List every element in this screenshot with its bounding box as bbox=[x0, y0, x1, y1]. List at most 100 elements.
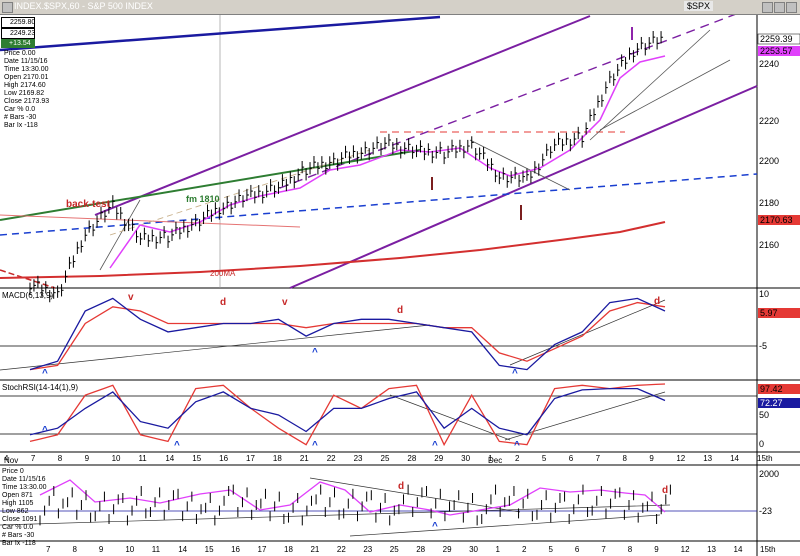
x-tick-label: 14 bbox=[165, 454, 174, 463]
info-line: High 2174.60 bbox=[4, 82, 46, 89]
stoch-tag: 72.27 bbox=[760, 398, 783, 408]
breadth-tag: -23 bbox=[759, 506, 772, 516]
close-icon[interactable] bbox=[786, 2, 797, 13]
breadth-ma bbox=[39, 479, 666, 516]
y-tick-label: -5 bbox=[759, 341, 767, 351]
info-line: Bar Ix -118 bbox=[2, 540, 36, 547]
y-tick-label: 2000 bbox=[759, 469, 779, 479]
info-line: Open 871 bbox=[2, 492, 33, 499]
info-line: High 1105 bbox=[2, 500, 34, 507]
x-tick-label: 7 bbox=[596, 454, 601, 463]
price-y-axis: 2240 2220 2200 2180 2160 bbox=[759, 59, 779, 250]
price-tag-box bbox=[758, 46, 800, 56]
x-tick-label: 7 bbox=[46, 545, 51, 554]
macd-annotation-d: d bbox=[397, 305, 403, 316]
fan-line bbox=[99, 199, 141, 271]
window-title: INDEX.$SPX,60 - S&P 500 INDEX bbox=[14, 1, 153, 11]
ma200-line bbox=[0, 221, 666, 279]
x-axis-lower: 7 8 9 10 11 14 15 16 17 18 21 22 23 25 28 29 30 1 2 5 6 7 8 9 12… bbox=[46, 545, 776, 554]
channel-upper bbox=[94, 15, 591, 216]
x-tick-label: 9 bbox=[99, 545, 104, 554]
breadth-trendline bbox=[309, 477, 521, 513]
channel-mid-dashed bbox=[279, 5, 758, 189]
x-tick-label: 17 bbox=[258, 545, 267, 554]
info-line: Date 11/15/16 bbox=[2, 476, 46, 483]
info-line: Car % 0.0 bbox=[4, 106, 36, 113]
price-tag-last: 2259.39 bbox=[760, 34, 793, 44]
x-tick-label: 8 bbox=[58, 454, 63, 463]
x-tick-label: 6 bbox=[575, 545, 580, 554]
y-tick-label: 50 bbox=[759, 410, 769, 420]
y-tick-label: 2220 bbox=[759, 116, 779, 126]
stoch-trendline bbox=[504, 391, 666, 441]
x-tick-label: 18 bbox=[284, 545, 293, 554]
macd-signal-line bbox=[29, 301, 666, 371]
macd-trendline bbox=[0, 324, 431, 371]
info-line: Open 2170.01 bbox=[4, 74, 49, 81]
maximize-icon[interactable] bbox=[774, 2, 785, 13]
x-tick-label: 29 bbox=[443, 545, 452, 554]
x-tick-label: 14 bbox=[734, 545, 743, 554]
stoch-tag: 97.42 bbox=[760, 384, 783, 394]
y-tick-label: 2180 bbox=[759, 198, 779, 208]
x-tick-label: 13 bbox=[703, 454, 712, 463]
y-tick-label: 10 bbox=[759, 289, 769, 299]
x-tick-label: 15 bbox=[192, 454, 201, 463]
breadth-info-panel: Price 0 Date 11/15/16 Time 13:30.00 Open… bbox=[2, 468, 47, 548]
x-tick-label: 4 bbox=[4, 454, 9, 463]
x-tick-label: 12 bbox=[681, 545, 690, 554]
x-tick-label: 22 bbox=[337, 545, 346, 554]
x-tick-label: 7 bbox=[601, 545, 606, 554]
x-tick-label: 30 bbox=[461, 454, 470, 463]
stoch-title: StochRSI(14-14(1),9) bbox=[2, 383, 78, 392]
channel-lower bbox=[289, 85, 758, 289]
x-tick-label: 1 bbox=[488, 454, 493, 463]
x-tick-label: 11 bbox=[152, 545, 161, 554]
stoch-trendline bbox=[389, 394, 511, 441]
annotation-fm1810: fm 1810 bbox=[186, 194, 220, 204]
x-tick-label: 5 bbox=[542, 454, 547, 463]
trend-lines bbox=[0, 5, 758, 289]
y-tick-label: 0 bbox=[759, 439, 764, 449]
short-ma bbox=[109, 55, 666, 269]
x-tick-label: 2 bbox=[522, 545, 527, 554]
price-tag-ma: 2253.57 bbox=[760, 46, 793, 56]
x-tick-label: 10 bbox=[112, 454, 121, 463]
y-tick-label: 2240 bbox=[759, 59, 779, 69]
blue-trendline bbox=[0, 15, 441, 52]
red-thin-line bbox=[0, 214, 301, 228]
x-tick-label: 2 bbox=[515, 454, 520, 463]
price-tag-box bbox=[757, 33, 800, 45]
info-line: Time 13:30.00 bbox=[4, 66, 49, 73]
x-tick-label: 6 bbox=[569, 454, 574, 463]
x-tick-label: 8 bbox=[628, 545, 633, 554]
macd-up-arrow: ^ bbox=[312, 347, 318, 358]
symbol-field[interactable]: $SPX bbox=[684, 1, 714, 11]
x-tick-label: 15th bbox=[757, 454, 773, 463]
x-tick-label: 15 bbox=[205, 545, 214, 554]
x-tick-label: 14 bbox=[178, 545, 187, 554]
x-tick-label: 8 bbox=[623, 454, 628, 463]
x-tick-label: 16 bbox=[231, 545, 240, 554]
minimize-icon[interactable] bbox=[762, 2, 773, 13]
badge-stack: 2259.80 2249.23 +13.54 bbox=[1, 17, 35, 51]
price-info-panel: Price 0.00 Date 11/15/16 Time 13:30.00 O… bbox=[4, 50, 49, 130]
x-tick-label: 11 bbox=[138, 454, 147, 463]
badge-change: +13.54 bbox=[1, 39, 35, 48]
x-tick-label: 25 bbox=[381, 454, 390, 463]
macd-annotation-v: v bbox=[282, 297, 288, 308]
x-tick-label: 17 bbox=[246, 454, 255, 463]
x-tick-label: 9 bbox=[654, 545, 659, 554]
info-line: Price 0.00 bbox=[4, 50, 36, 57]
x-tick-label: 12 bbox=[676, 454, 685, 463]
stoch-up-arrow: ^ bbox=[514, 440, 520, 451]
macd-up-arrow: ^ bbox=[512, 368, 518, 379]
annotation-200ma: 200MA bbox=[210, 269, 236, 278]
x-tick-label: 25 bbox=[390, 545, 399, 554]
price-bars bbox=[29, 31, 664, 303]
window-menu-icon[interactable] bbox=[2, 2, 13, 13]
stoch-tag-box bbox=[758, 398, 800, 408]
x-tick-label: 13 bbox=[707, 545, 716, 554]
macd-trendline bbox=[509, 299, 666, 366]
